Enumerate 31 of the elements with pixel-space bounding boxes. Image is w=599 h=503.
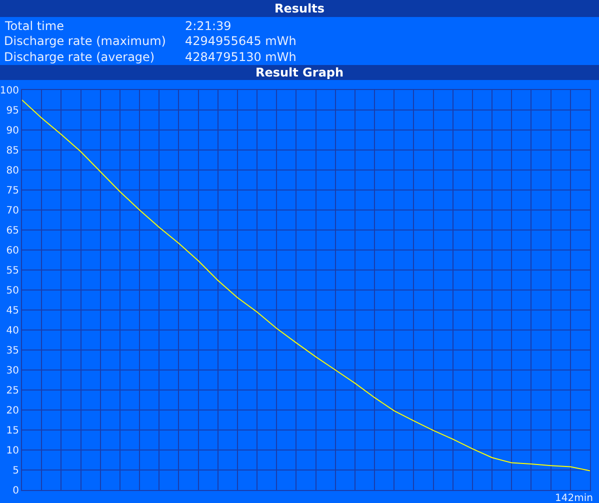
y-tick-label: 5	[12, 466, 19, 476]
y-tick-label: 40	[6, 326, 19, 336]
text: Results	[274, 2, 325, 16]
y-tick-label: 35	[6, 346, 19, 356]
line-series	[22, 100, 590, 472]
y-tick-label: 90	[6, 126, 19, 136]
text: Total time	[4, 19, 64, 33]
y-tick-label: 0	[12, 486, 19, 496]
text: 4294955645 mWh	[185, 34, 296, 48]
y-tick-label: 80	[6, 166, 19, 176]
text: 2:21:39	[185, 19, 232, 33]
y-tick-label: 65	[6, 226, 19, 236]
y-tick-label: 10	[6, 446, 19, 456]
y-tick-label: 60	[6, 246, 19, 256]
y-tick-label: 100	[0, 86, 19, 96]
text: 4284795130 mWh	[185, 50, 296, 64]
y-tick-label: 50	[6, 286, 19, 296]
text: 142min	[555, 493, 593, 503]
text: Discharge rate (maximum)	[4, 34, 166, 48]
y-tick-label: 45	[6, 306, 19, 316]
y-tick-label: 25	[6, 386, 19, 396]
chart-title: Result Graph	[255, 66, 344, 80]
y-tick-label: 85	[6, 146, 19, 156]
y-tick-label: 75	[6, 186, 19, 196]
y-tick-label: 55	[6, 266, 19, 276]
y-tick-label: 70	[6, 206, 19, 216]
y-tick-label: 95	[6, 106, 19, 116]
text: Discharge rate (average)	[4, 50, 155, 64]
y-tick-label: 30	[6, 366, 19, 376]
y-tick-label: 15	[6, 426, 19, 436]
y-tick-label: 20	[6, 406, 19, 416]
